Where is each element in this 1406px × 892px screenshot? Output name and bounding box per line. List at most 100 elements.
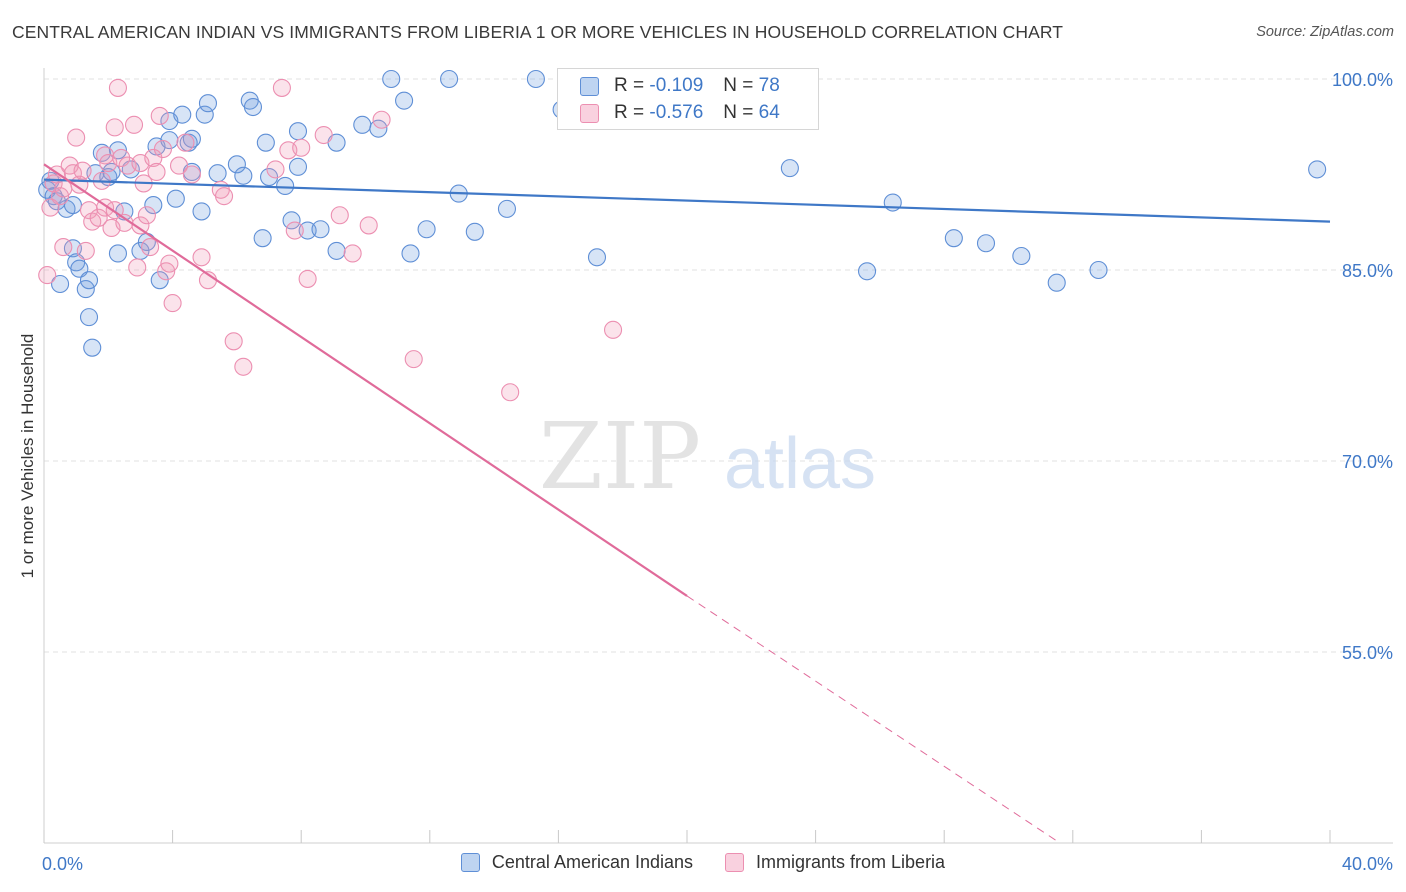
series-legend: Central American Indians Immigrants from… xyxy=(0,852,1406,873)
point-immigrants-from-liberia xyxy=(285,221,304,240)
point-central-american-indians xyxy=(173,105,192,124)
point-central-american-indians xyxy=(327,241,346,260)
point-central-american-indians xyxy=(198,94,218,113)
legend-n-label: N = xyxy=(723,102,754,123)
chart-title: CENTRAL AMERICAN INDIAN VS IMMIGRANTS FR… xyxy=(12,22,1064,42)
point-central-american-indians xyxy=(1308,160,1327,179)
point-immigrants-from-liberia xyxy=(89,208,108,227)
point-central-american-indians xyxy=(857,262,877,281)
point-central-american-indians xyxy=(1047,273,1066,292)
y-tick-label: 55.0% xyxy=(1342,643,1393,663)
trend-line-extension xyxy=(686,595,1061,844)
point-immigrants-from-liberia xyxy=(224,332,243,351)
x-tick-label: 0.0% xyxy=(42,854,83,874)
point-immigrants-from-liberia xyxy=(38,266,57,285)
watermark-zip: ZIP xyxy=(539,403,701,510)
data-points xyxy=(38,69,1327,402)
tick-labels: 55.0% 70.0% 85.0% 100.0% 0.0% 40.0% xyxy=(42,70,1393,874)
point-central-american-indians xyxy=(51,274,70,294)
legend-row-central-american-indians: R = -0.109 N = 78 xyxy=(580,75,780,97)
point-central-american-indians xyxy=(44,187,63,206)
point-central-american-indians xyxy=(440,69,459,89)
point-central-american-indians xyxy=(465,222,484,241)
point-central-american-indians xyxy=(144,196,163,215)
point-central-american-indians xyxy=(497,199,517,218)
point-central-american-indians xyxy=(976,234,996,253)
point-central-american-indians xyxy=(108,244,127,263)
point-immigrants-from-liberia xyxy=(108,78,127,97)
point-central-american-indians xyxy=(288,122,308,141)
point-central-american-indians xyxy=(282,211,301,230)
point-immigrants-from-liberia xyxy=(604,320,623,339)
point-central-american-indians xyxy=(944,229,963,248)
point-central-american-indians xyxy=(192,202,211,221)
point-immigrants-from-liberia xyxy=(372,110,391,129)
point-immigrants-from-liberia xyxy=(182,165,201,184)
legend-r-label: R = xyxy=(614,102,645,123)
stats-legend: R = -0.109 N = 78 R = -0.576 N = 64 xyxy=(557,68,819,130)
point-immigrants-from-liberia xyxy=(150,106,169,125)
point-central-american-indians xyxy=(208,164,227,183)
trend-line-immigrants-from-liberia xyxy=(43,163,688,597)
point-central-american-indians xyxy=(382,69,401,89)
legend-row-immigrants-from-liberia: R = -0.576 N = 64 xyxy=(580,102,780,124)
point-immigrants-from-liberia xyxy=(147,162,166,182)
point-central-american-indians xyxy=(395,91,414,110)
legend-swatch-pink xyxy=(725,853,745,872)
point-central-american-indians xyxy=(780,159,799,178)
point-immigrants-from-liberia xyxy=(128,258,147,277)
point-central-american-indians xyxy=(63,196,82,215)
point-central-american-indians xyxy=(79,308,99,327)
legend-label: Immigrants from Liberia xyxy=(756,852,946,872)
y-tick-label: 100.0% xyxy=(1332,70,1393,90)
point-immigrants-from-liberia xyxy=(501,383,520,402)
legend-swatch-blue xyxy=(460,853,480,872)
point-central-american-indians xyxy=(526,69,545,89)
legend-swatch-blue xyxy=(580,76,599,96)
point-central-american-indians xyxy=(1012,246,1031,266)
point-central-american-indians xyxy=(79,271,99,290)
legend-r-value: -0.576 xyxy=(649,102,704,123)
legend-item-central-american-indians: Central American Indians xyxy=(460,852,693,873)
legend-n-label: N = xyxy=(723,75,754,96)
point-immigrants-from-liberia xyxy=(343,244,362,263)
point-immigrants-from-liberia xyxy=(137,206,156,225)
watermark: ZIP atlas xyxy=(539,403,876,510)
trend-lines xyxy=(43,163,1331,844)
point-central-american-indians xyxy=(227,155,246,174)
point-immigrants-from-liberia xyxy=(76,241,95,260)
trend-line-central-american-indians xyxy=(43,178,1331,223)
point-immigrants-from-liberia xyxy=(176,133,195,152)
point-immigrants-from-liberia xyxy=(169,156,189,175)
point-central-american-indians xyxy=(259,167,279,187)
point-central-american-indians xyxy=(587,248,607,267)
point-central-american-indians xyxy=(401,244,420,263)
point-central-american-indians xyxy=(276,176,295,196)
y-tick-label: 70.0% xyxy=(1342,452,1393,472)
point-immigrants-from-liberia xyxy=(330,206,349,225)
chart-source: Source: ZipAtlas.com xyxy=(1256,24,1394,40)
point-central-american-indians xyxy=(166,189,185,208)
point-immigrants-from-liberia xyxy=(266,160,285,179)
point-central-american-indians xyxy=(417,220,436,239)
point-central-american-indians xyxy=(253,229,272,248)
point-central-american-indians xyxy=(243,97,263,117)
legend-r-value: -0.109 xyxy=(649,75,704,96)
point-immigrants-from-liberia xyxy=(141,238,160,257)
point-immigrants-from-liberia xyxy=(163,294,182,313)
point-immigrants-from-liberia xyxy=(234,357,253,376)
point-immigrants-from-liberia xyxy=(73,161,92,180)
legend-swatch-pink xyxy=(580,103,599,123)
point-immigrants-from-liberia xyxy=(298,269,317,288)
watermark-atlas: atlas xyxy=(724,424,876,504)
point-central-american-indians xyxy=(353,115,372,134)
point-immigrants-from-liberia xyxy=(67,128,86,147)
legend-item-immigrants-from-liberia: Immigrants from Liberia xyxy=(725,852,945,873)
point-central-american-indians xyxy=(150,271,169,290)
point-immigrants-from-liberia xyxy=(404,350,423,369)
point-central-american-indians xyxy=(288,157,308,176)
y-tick-label: 85.0% xyxy=(1342,261,1393,281)
point-immigrants-from-liberia xyxy=(314,125,333,145)
point-immigrants-from-liberia xyxy=(131,216,150,235)
